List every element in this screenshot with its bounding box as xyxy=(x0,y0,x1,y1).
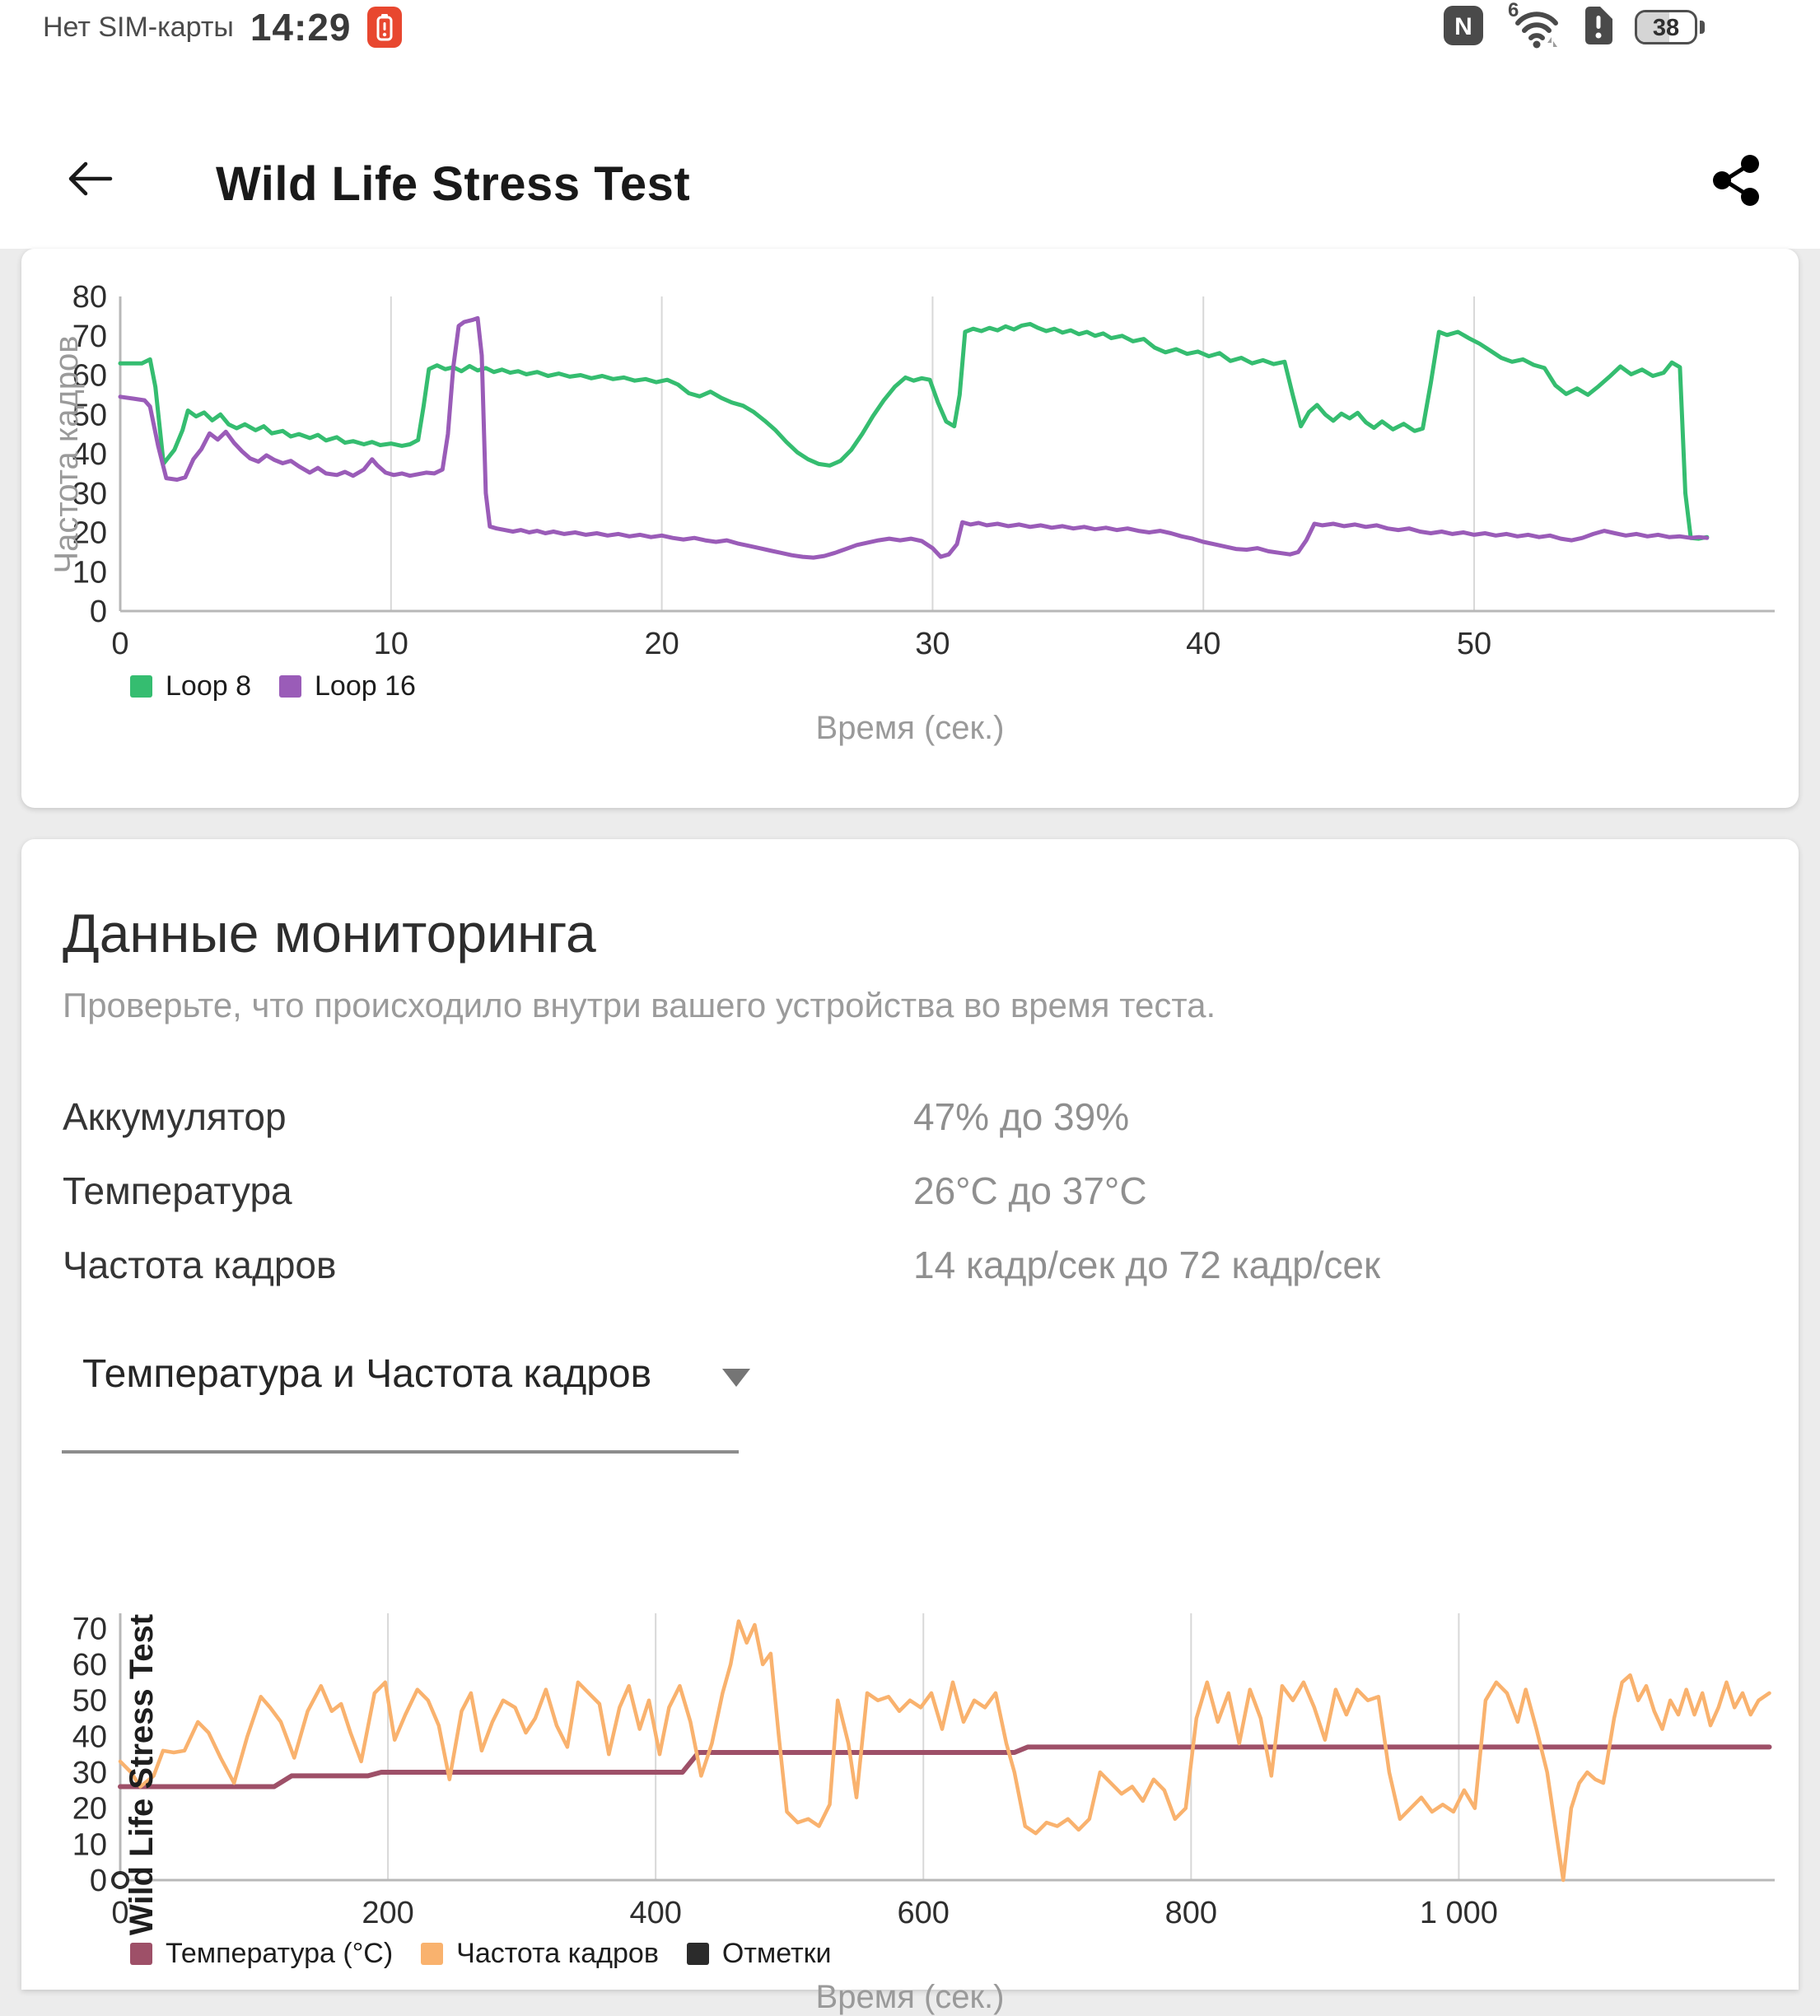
svg-text:800: 800 xyxy=(1165,1896,1217,1930)
stat-row-temperature: Температура 26°C до 37°C xyxy=(63,1169,1147,1212)
svg-text:1 000: 1 000 xyxy=(1420,1896,1498,1930)
monitoring-heading: Данные мониторинга xyxy=(63,903,596,964)
chevron-down-icon xyxy=(722,1368,751,1387)
svg-text:50: 50 xyxy=(1457,627,1491,661)
fps-chart-card: 0 10 20 30 40 50 60 70 80 0 10 20 30 40 50 Частота кад… xyxy=(21,249,1799,808)
x-axis-label-bottom: Время (сек.) xyxy=(815,1979,1005,2015)
svg-text:40: 40 xyxy=(72,437,107,472)
x-axis-label: Время (сек.) xyxy=(815,710,1005,746)
battery-fill xyxy=(1637,12,1670,42)
svg-text:20: 20 xyxy=(72,1792,107,1827)
svg-text:0: 0 xyxy=(90,1864,107,1898)
nfc-icon: N xyxy=(1442,4,1485,51)
clock-text: 14:29 xyxy=(250,6,352,49)
svg-text:20: 20 xyxy=(72,516,107,551)
legend-item-marks: Отметки xyxy=(686,1938,832,1970)
svg-text:200: 200 xyxy=(362,1896,413,1930)
chart1-legend: Loop 8 Loop 16 xyxy=(130,670,416,702)
svg-text:80: 80 xyxy=(72,280,107,315)
svg-text:50: 50 xyxy=(72,1684,107,1719)
svg-text:600: 600 xyxy=(898,1896,950,1930)
share-button[interactable] xyxy=(1711,153,1762,208)
metric-dropdown[interactable]: Температура и Частота кадров xyxy=(82,1351,751,1397)
battery-percent-text: 38 xyxy=(1652,15,1680,41)
dropdown-underline xyxy=(62,1450,739,1454)
legend-item-loop8: Loop 8 xyxy=(130,670,251,702)
status-bar: Нет SIM-карты 14:29 N 6 xyxy=(0,0,1820,54)
svg-text:50: 50 xyxy=(72,398,107,432)
battery-indicator: 38 xyxy=(1635,10,1705,44)
svg-text:70: 70 xyxy=(72,320,107,354)
monitoring-subtitle: Проверьте, что происходило внутри вашего… xyxy=(63,986,1216,1024)
svg-text:30: 30 xyxy=(72,477,107,511)
svg-text:0: 0 xyxy=(90,595,107,629)
svg-text:70: 70 xyxy=(72,1612,107,1646)
monitoring-card: Данные мониторинга Проверьте, что происх… xyxy=(21,839,1799,2015)
marks-swatch-icon xyxy=(686,1943,709,1965)
loop8-swatch-icon xyxy=(130,675,152,698)
back-button[interactable] xyxy=(64,158,115,199)
svg-text:0: 0 xyxy=(111,1896,128,1930)
svg-text:60: 60 xyxy=(72,359,107,394)
metric-dropdown-value: Температура и Частота кадров xyxy=(82,1352,652,1396)
svg-text:400: 400 xyxy=(629,1896,681,1930)
svg-text:40: 40 xyxy=(1186,627,1220,661)
stat-row-battery: Аккумулятор 47% до 39% xyxy=(63,1095,1130,1138)
svg-text:N: N xyxy=(1454,13,1472,40)
temperature-swatch-icon xyxy=(130,1943,152,1965)
svg-text:20: 20 xyxy=(644,627,679,661)
test-start-mark-label: Wild Life Stress Test xyxy=(124,1613,160,1936)
wifi6-icon: 6 xyxy=(1505,0,1562,54)
svg-text:40: 40 xyxy=(72,1720,107,1754)
sim-alert-icon xyxy=(1582,4,1615,51)
legend-item-loop16: Loop 16 xyxy=(279,670,416,702)
top-app-area: Нет SIM-карты 14:29 N 6 xyxy=(0,0,1820,249)
svg-text:0: 0 xyxy=(111,627,128,661)
svg-text:30: 30 xyxy=(915,627,950,661)
legend-item-fps: Частота кадров xyxy=(421,1938,659,1970)
stat-row-framerate: Частота кадров 14 кадр/сек до 72 кадр/се… xyxy=(63,1244,1381,1286)
svg-text:10: 10 xyxy=(72,555,107,590)
page-title: Wild Life Stress Test xyxy=(216,157,691,211)
wifi-generation: 6 xyxy=(1508,2,1519,21)
svg-text:60: 60 xyxy=(72,1648,107,1682)
svg-text:30: 30 xyxy=(72,1756,107,1790)
fps-swatch-icon xyxy=(421,1943,444,1965)
svg-text:10: 10 xyxy=(374,627,408,661)
loop16-swatch-icon xyxy=(279,675,301,698)
no-sim-text: Нет SIM-карты xyxy=(43,11,234,43)
fps-loops-chart: 0 10 20 30 40 50 60 70 80 0 10 20 30 40 50 xyxy=(72,280,1775,661)
chart2-legend: Температура (°C) Частота кадров Отметки xyxy=(130,1938,832,1970)
y-axis-label: Частота кадров xyxy=(49,335,85,574)
legend-item-temperature: Температура (°C) xyxy=(130,1938,393,1970)
battery-alert-badge-icon xyxy=(367,7,403,48)
svg-text:10: 10 xyxy=(72,1827,107,1862)
